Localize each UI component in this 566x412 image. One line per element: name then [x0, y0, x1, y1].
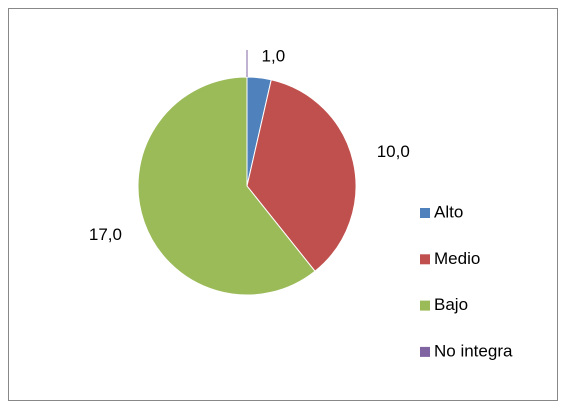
legend-swatch	[420, 254, 430, 265]
pie-slice	[246, 79, 357, 272]
legend-label: No integra	[434, 341, 513, 360]
legend-label: Medio	[434, 249, 480, 268]
pie-slice	[137, 76, 316, 296]
legend-label: Bajo	[434, 295, 468, 314]
legend-swatch	[420, 346, 430, 357]
legend-swatch	[420, 208, 430, 218]
legend-label: Alto	[434, 202, 463, 221]
data-label: 10,0	[377, 142, 410, 161]
data-label: 17,0	[89, 225, 122, 244]
legend-swatch	[420, 300, 430, 311]
data-label: 1,0	[262, 46, 286, 65]
